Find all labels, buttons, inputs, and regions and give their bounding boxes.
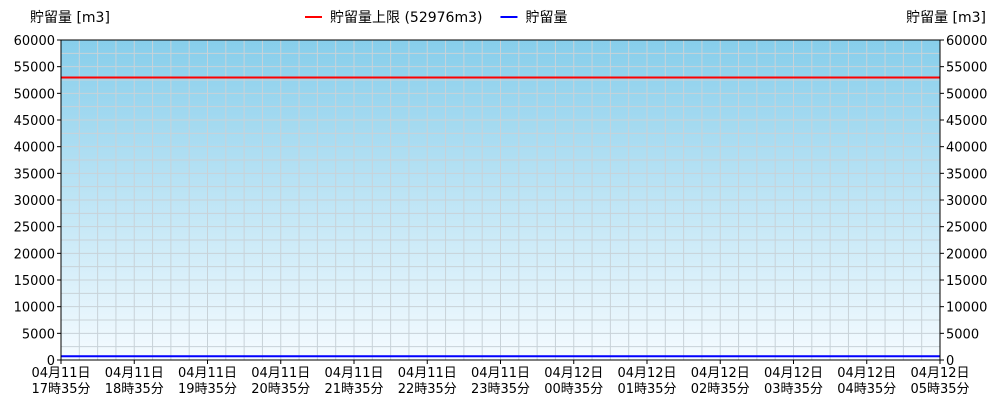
x-tick-label-time: 17時35分 <box>31 382 90 397</box>
right-y-tick-label: 60000 <box>946 34 987 49</box>
left-y-tick-label: 55000 <box>14 61 55 76</box>
x-tick-label-time: 20時35分 <box>251 382 310 397</box>
right-axis-title: 貯留量 [m3] <box>906 10 986 26</box>
right-y-tick-label: 30000 <box>946 194 987 209</box>
x-tick-label-time: 01時35分 <box>617 382 676 397</box>
left-y-tick-label: 20000 <box>14 247 55 262</box>
x-tick-label-date: 04月11日 <box>105 366 164 381</box>
x-tick-label-date: 04月12日 <box>837 366 896 381</box>
left-y-tick-label: 15000 <box>14 274 55 289</box>
left-y-tick-label: 5000 <box>22 327 55 342</box>
x-tick-label-date: 04月12日 <box>691 366 750 381</box>
x-tick-label-time: 18時35分 <box>105 382 164 397</box>
x-tick-label-date: 04月11日 <box>471 366 530 381</box>
right-y-tick-label: 25000 <box>946 221 987 236</box>
left-y-tick-label: 45000 <box>14 114 55 129</box>
x-tick-label-date: 04月11日 <box>178 366 237 381</box>
x-tick-label-date: 04月12日 <box>544 366 603 381</box>
x-tick-label-date: 04月11日 <box>251 366 310 381</box>
x-tick-label-time: 22時35分 <box>398 382 457 397</box>
tick-labels: 0 0 5000 5000 10000 10000 15000 15000 20000 20000… <box>14 34 988 397</box>
x-tick-label-time: 03時35分 <box>764 382 823 397</box>
right-y-tick-label: 5000 <box>946 327 979 342</box>
x-tick-label-time: 05時35分 <box>910 382 969 397</box>
left-y-tick-label: 0 <box>47 354 55 369</box>
right-y-tick-label: 15000 <box>946 274 987 289</box>
legend-label-0: 貯留量上限 (52976m3) <box>330 10 482 26</box>
x-tick-label-date: 04月11日 <box>324 366 383 381</box>
left-y-tick-label: 10000 <box>14 301 55 316</box>
left-y-tick-label: 40000 <box>14 141 55 156</box>
right-y-tick-label: 40000 <box>946 141 987 156</box>
left-y-tick-label: 35000 <box>14 167 55 182</box>
right-y-tick-label: 50000 <box>946 87 987 102</box>
right-y-tick-label: 55000 <box>946 61 987 76</box>
x-tick-label-date: 04月12日 <box>910 366 969 381</box>
series-lines <box>61 76 940 358</box>
x-tick-label-time: 00時35分 <box>544 382 603 397</box>
left-y-tick-label: 50000 <box>14 87 55 102</box>
legend: 貯留量上限 (52976m3) 貯留量 <box>305 10 567 26</box>
right-y-tick-label: 35000 <box>946 167 987 182</box>
x-tick-label-time: 04時35分 <box>837 382 896 397</box>
x-tick-label-time: 19時35分 <box>178 382 237 397</box>
legend-label-1: 貯留量 <box>525 10 567 26</box>
x-tick-label-date: 04月12日 <box>764 366 823 381</box>
right-y-tick-label: 10000 <box>946 301 987 316</box>
x-tick-label-time: 23時35分 <box>471 382 530 397</box>
right-y-tick-label: 20000 <box>946 247 987 262</box>
x-tick-label-time: 02時35分 <box>691 382 750 397</box>
x-tick-label-time: 21時35分 <box>324 382 383 397</box>
left-y-tick-label: 30000 <box>14 194 55 209</box>
left-y-tick-label: 60000 <box>14 34 55 49</box>
x-tick-label-date: 04月12日 <box>617 366 676 381</box>
x-tick-label-date: 04月11日 <box>31 366 90 381</box>
grid-lines <box>60 39 941 361</box>
left-axis-title: 貯留量 [m3] <box>30 10 110 26</box>
right-y-tick-label: 45000 <box>946 114 987 129</box>
left-y-tick-label: 25000 <box>14 221 55 236</box>
x-tick-label-date: 04月11日 <box>398 366 457 381</box>
right-y-tick-label: 0 <box>946 354 954 369</box>
